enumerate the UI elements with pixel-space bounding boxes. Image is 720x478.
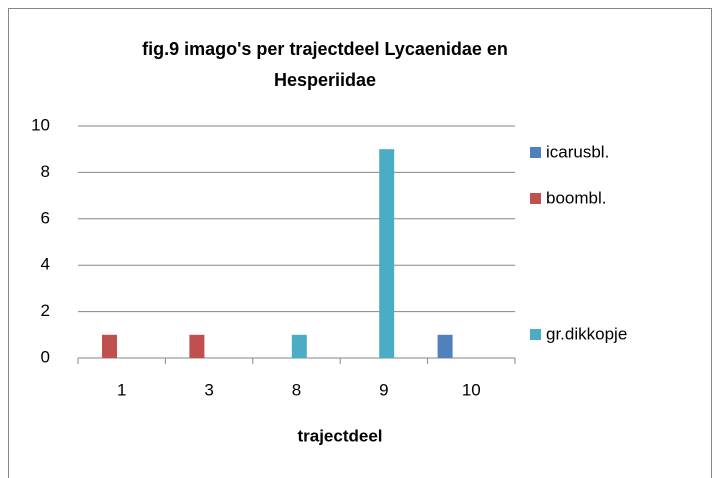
legend-swatch xyxy=(530,147,541,158)
x-tick-label: 10 xyxy=(462,380,481,399)
legend-label: boombl. xyxy=(546,188,606,207)
bar xyxy=(379,149,395,358)
y-tick-label: 8 xyxy=(41,162,50,181)
bar xyxy=(437,334,453,358)
y-tick-label: 6 xyxy=(41,208,50,227)
legend-label: gr.dikkopje xyxy=(546,324,627,343)
x-tick-label: 9 xyxy=(379,380,388,399)
x-tick-label: 3 xyxy=(204,380,213,399)
bar xyxy=(291,334,307,358)
y-tick-label: 2 xyxy=(41,301,50,320)
legend-swatch xyxy=(530,329,541,340)
y-tick-label: 4 xyxy=(41,255,50,274)
x-axis-title: trajectdeel xyxy=(297,426,382,445)
legend-swatch xyxy=(530,193,541,204)
bar xyxy=(189,334,205,358)
x-tick-label: 1 xyxy=(117,380,126,399)
bar xyxy=(102,334,117,358)
x-tick-label: 8 xyxy=(292,380,301,399)
y-tick-label: 10 xyxy=(31,115,50,134)
chart-frame xyxy=(8,8,712,478)
y-tick-label: 0 xyxy=(41,347,50,366)
legend-label: icarusbl. xyxy=(546,142,609,161)
chart-title: fig.9 imago's per trajectdeel Lycaenidae… xyxy=(142,39,508,90)
